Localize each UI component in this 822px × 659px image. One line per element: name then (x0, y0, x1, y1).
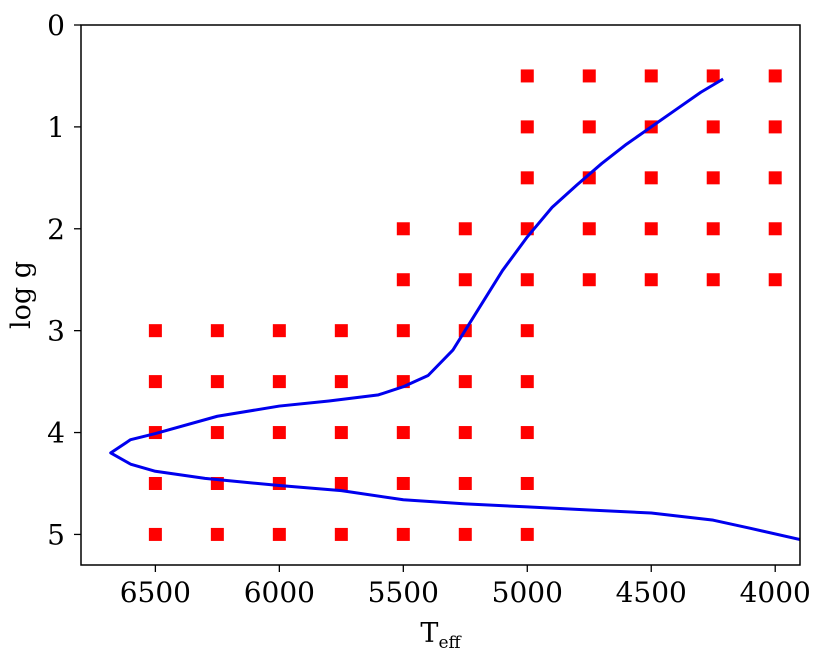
grid-point-marker (520, 426, 534, 440)
grid-point-marker (210, 527, 224, 541)
grid-point-marker (458, 375, 472, 389)
grid-point-marker (272, 324, 286, 338)
x-tick-label: 5000 (492, 576, 563, 609)
grid-point-marker (706, 222, 720, 236)
axes-frame (80, 24, 801, 566)
grid-point-marker (706, 120, 720, 134)
line-layer (109, 77, 800, 541)
grid-point-marker (520, 273, 534, 287)
x-axis-label-main: T (420, 618, 438, 649)
x-tick-label: 4000 (740, 576, 811, 609)
grid-point-marker (644, 273, 658, 287)
grid-point-marker (210, 426, 224, 440)
grid-point-marker (520, 527, 534, 541)
grid-point-marker (644, 171, 658, 185)
grid-point-marker (520, 476, 534, 490)
grid-point-marker (582, 222, 596, 236)
grid-point-marker (396, 273, 410, 287)
y-axis-label: log g (6, 261, 37, 329)
grid-point-marker (148, 476, 162, 490)
grid-point-marker (334, 527, 348, 541)
grid-point-marker (396, 324, 410, 338)
grid-point-marker (520, 120, 534, 134)
grid-point-marker (768, 69, 782, 83)
grid-point-marker (520, 375, 534, 389)
grid-point-marker (520, 324, 534, 338)
grid-point-marker (458, 527, 472, 541)
grid-point-marker (768, 273, 782, 287)
x-tick-label: 6000 (244, 576, 315, 609)
y-axis-ticks: 0 1 2 3 4 5 (47, 9, 81, 551)
grid-point-marker (582, 69, 596, 83)
x-tick-label: 6500 (120, 576, 191, 609)
grid-point-marker (210, 324, 224, 338)
grid-point-marker (148, 324, 162, 338)
x-axis-ticks: 6500 6000 5500 5000 4500 4000 (120, 565, 811, 609)
grid-point-marker (644, 69, 658, 83)
grid-point-marker (706, 171, 720, 185)
grid-point-marker (706, 273, 720, 287)
grid-point-marker (396, 222, 410, 236)
grid-point-marker (458, 426, 472, 440)
grid-point-marker (334, 375, 348, 389)
grid-point-marker (148, 375, 162, 389)
grid-point-marker (644, 222, 658, 236)
grid-point-marker (272, 476, 286, 490)
grid-point-marker (272, 426, 286, 440)
grid-point-marker (396, 476, 410, 490)
plot-area (109, 69, 800, 541)
grid-point-marker (210, 375, 224, 389)
x-axis-label: Teff (420, 618, 462, 653)
x-axis-label-subscript: eff (438, 633, 462, 653)
x-tick-label: 5500 (368, 576, 439, 609)
grid-point-marker (396, 527, 410, 541)
x-tick-label: 4500 (616, 576, 687, 609)
grid-point-marker (458, 222, 472, 236)
y-tick-label: 1 (47, 111, 65, 144)
grid-point-marker (334, 426, 348, 440)
grid-point-marker (148, 527, 162, 541)
grid-point-marker (334, 324, 348, 338)
grid-point-marker (520, 171, 534, 185)
isochrone-line (109, 77, 800, 541)
grid-point-marker (768, 171, 782, 185)
grid-point-marker (334, 476, 348, 490)
grid-point-marker (768, 120, 782, 134)
grid-point-marker (272, 375, 286, 389)
grid-point-marker (582, 171, 596, 185)
y-tick-label: 5 (47, 518, 65, 551)
grid-point-marker (396, 426, 410, 440)
grid-point-marker (582, 120, 596, 134)
grid-point-marker (458, 273, 472, 287)
grid-point-marker (706, 69, 720, 83)
grid-point-marker (520, 69, 534, 83)
grid-point-marker (768, 222, 782, 236)
y-tick-label: 4 (47, 417, 65, 450)
grid-point-marker (582, 273, 596, 287)
y-tick-label: 2 (47, 213, 65, 246)
grid-point-marker (272, 527, 286, 541)
grid-point-marker (458, 476, 472, 490)
y-tick-label: 0 (47, 9, 65, 42)
y-tick-label: 3 (47, 315, 65, 348)
